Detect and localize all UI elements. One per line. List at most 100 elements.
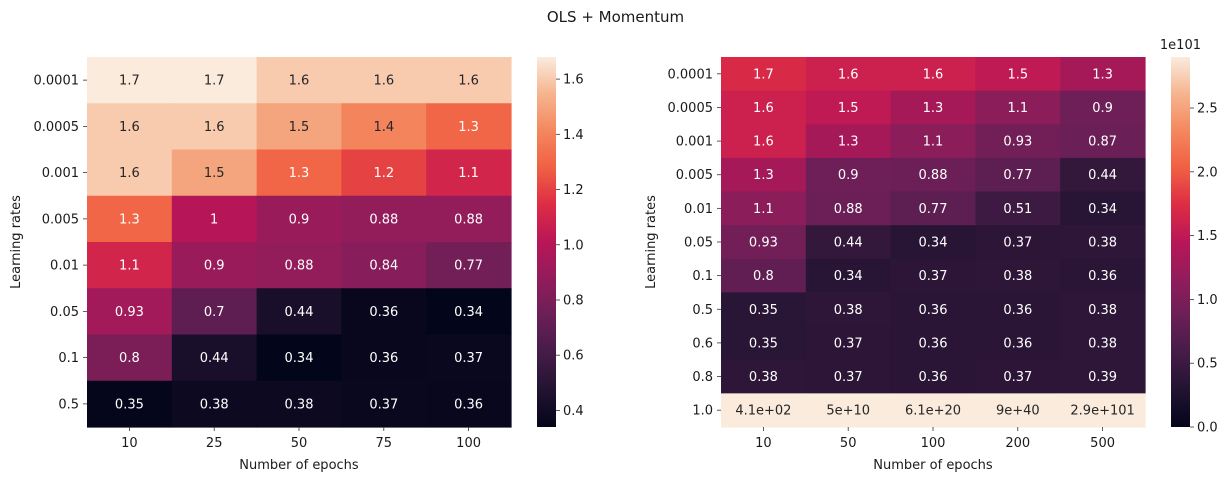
x-axis-label: Number of epochs <box>239 458 359 473</box>
heatmap-cell <box>890 359 976 394</box>
x-tick-label: 200 <box>1005 436 1030 451</box>
cell-label: 0.34 <box>834 269 863 284</box>
heatmap-cell <box>1060 124 1146 159</box>
heatmap-cell <box>805 124 892 159</box>
heatmap-cell <box>256 334 342 382</box>
colorbar-offset-label: 1e101 <box>1160 38 1201 53</box>
cell-label: 1.3 <box>923 101 944 116</box>
heatmap-cell <box>1060 393 1146 428</box>
cell-label: 0.36 <box>369 351 398 366</box>
heatmap-cell <box>171 103 258 151</box>
heatmap-cell <box>426 195 512 243</box>
heatmap-cell <box>87 288 173 336</box>
cell-label: 1.6 <box>119 166 140 181</box>
colorbar-tick-label: 1.0 <box>1197 293 1218 308</box>
heatmap-cell <box>171 57 258 104</box>
cell-label: 0.44 <box>834 236 863 251</box>
cell-label: 0.37 <box>369 397 398 412</box>
y-tick-label: 0.0001 <box>34 74 80 89</box>
heatmap-cell <box>890 258 976 294</box>
heatmap-cell <box>721 191 807 226</box>
heatmap-cell <box>87 195 173 243</box>
heatmap-cell <box>87 334 173 382</box>
heatmap-cell <box>721 292 807 327</box>
cell-label: 0.36 <box>1003 303 1032 318</box>
cell-label: 0.36 <box>1003 336 1032 351</box>
heatmap-cell <box>171 380 258 428</box>
heatmap-cell <box>721 225 807 260</box>
heatmap-cell <box>721 90 807 125</box>
cell-label: 1.3 <box>1092 67 1113 82</box>
cell-label: 0.35 <box>115 397 144 412</box>
cell-label: 0.34 <box>454 305 483 320</box>
x-tick-label: 25 <box>206 436 223 451</box>
heatmap-cell <box>87 103 173 151</box>
heatmap-cell <box>341 242 427 289</box>
cell-label: 1.7 <box>753 67 774 82</box>
heatmap-cell <box>890 124 976 159</box>
x-tick-label: 500 <box>1090 436 1115 451</box>
y-tick-label: 0.005 <box>676 168 713 183</box>
colorbar-tick-label: 0.4 <box>563 404 584 419</box>
cell-label: 0.93 <box>1003 135 1032 150</box>
cell-label: 1.6 <box>923 67 944 82</box>
heatmap-cell <box>890 225 976 260</box>
y-axis-label: Learning rates <box>644 195 659 289</box>
cell-label: 2.9e+101 <box>1070 404 1134 419</box>
cell-label: 1.6 <box>838 67 859 82</box>
heatmap-cell <box>805 359 892 394</box>
x-tick-label: 10 <box>121 436 138 451</box>
cell-label: 0.7 <box>204 305 225 320</box>
cell-label: 0.35 <box>749 303 778 318</box>
heatmap-cell <box>805 393 892 428</box>
cell-label: 0.77 <box>454 259 483 274</box>
y-tick-label: 0.5 <box>58 397 79 412</box>
cell-label: 1.1 <box>119 259 140 274</box>
heatmap-cell <box>256 57 342 104</box>
heatmap-cell <box>805 157 892 193</box>
heatmap-cell <box>975 157 1061 193</box>
cell-label: 0.37 <box>919 269 948 284</box>
heatmap-cell <box>721 157 807 193</box>
cell-label: 1.5 <box>838 101 859 116</box>
heatmap-cell <box>805 225 892 260</box>
x-tick-label: 50 <box>840 436 857 451</box>
heatmap-cell <box>1060 90 1146 125</box>
colorbar-tick-label: 1.5 <box>1197 229 1218 244</box>
heatmap-cell <box>426 380 512 428</box>
heatmap-cell <box>171 149 258 197</box>
colorbar <box>537 57 556 427</box>
heatmap-cell <box>87 149 173 197</box>
cell-label: 1.3 <box>753 168 774 183</box>
cell-label: 0.88 <box>285 259 314 274</box>
colorbar-tick-label: 0.5 <box>1197 357 1218 372</box>
heatmap-cell <box>975 124 1061 159</box>
heatmap-cell <box>721 124 807 159</box>
cell-label: 5e+10 <box>826 404 870 419</box>
heatmap-cell <box>341 149 427 197</box>
cell-label: 0.36 <box>919 370 948 385</box>
cell-label: 0.37 <box>834 370 863 385</box>
heatmap-cell <box>256 103 342 151</box>
cell-label: 0.44 <box>1088 168 1117 183</box>
colorbar-tick-label: 1.2 <box>563 183 584 198</box>
cell-label: 1.4 <box>373 120 394 135</box>
heatmap-cell <box>805 90 892 125</box>
colorbar-tick-label: 2.5 <box>1197 102 1218 117</box>
heatmap-cell <box>721 359 807 394</box>
cell-label: 1.7 <box>119 74 140 89</box>
cell-label: 1.6 <box>753 101 774 116</box>
heatmap-cell <box>890 393 976 428</box>
x-tick-label: 100 <box>921 436 946 451</box>
heatmap-cell <box>341 195 427 243</box>
cell-label: 0.38 <box>285 397 314 412</box>
heatmap-cell <box>256 288 342 336</box>
cell-label: 0.35 <box>749 336 778 351</box>
cell-label: 0.36 <box>454 397 483 412</box>
heatmap-cell <box>805 292 892 327</box>
heatmap-cell <box>426 242 512 289</box>
heatmap-cell <box>975 393 1061 428</box>
heatmap-cell <box>890 90 976 125</box>
cell-label: 1.6 <box>289 74 310 89</box>
heatmap-cell <box>975 90 1061 125</box>
